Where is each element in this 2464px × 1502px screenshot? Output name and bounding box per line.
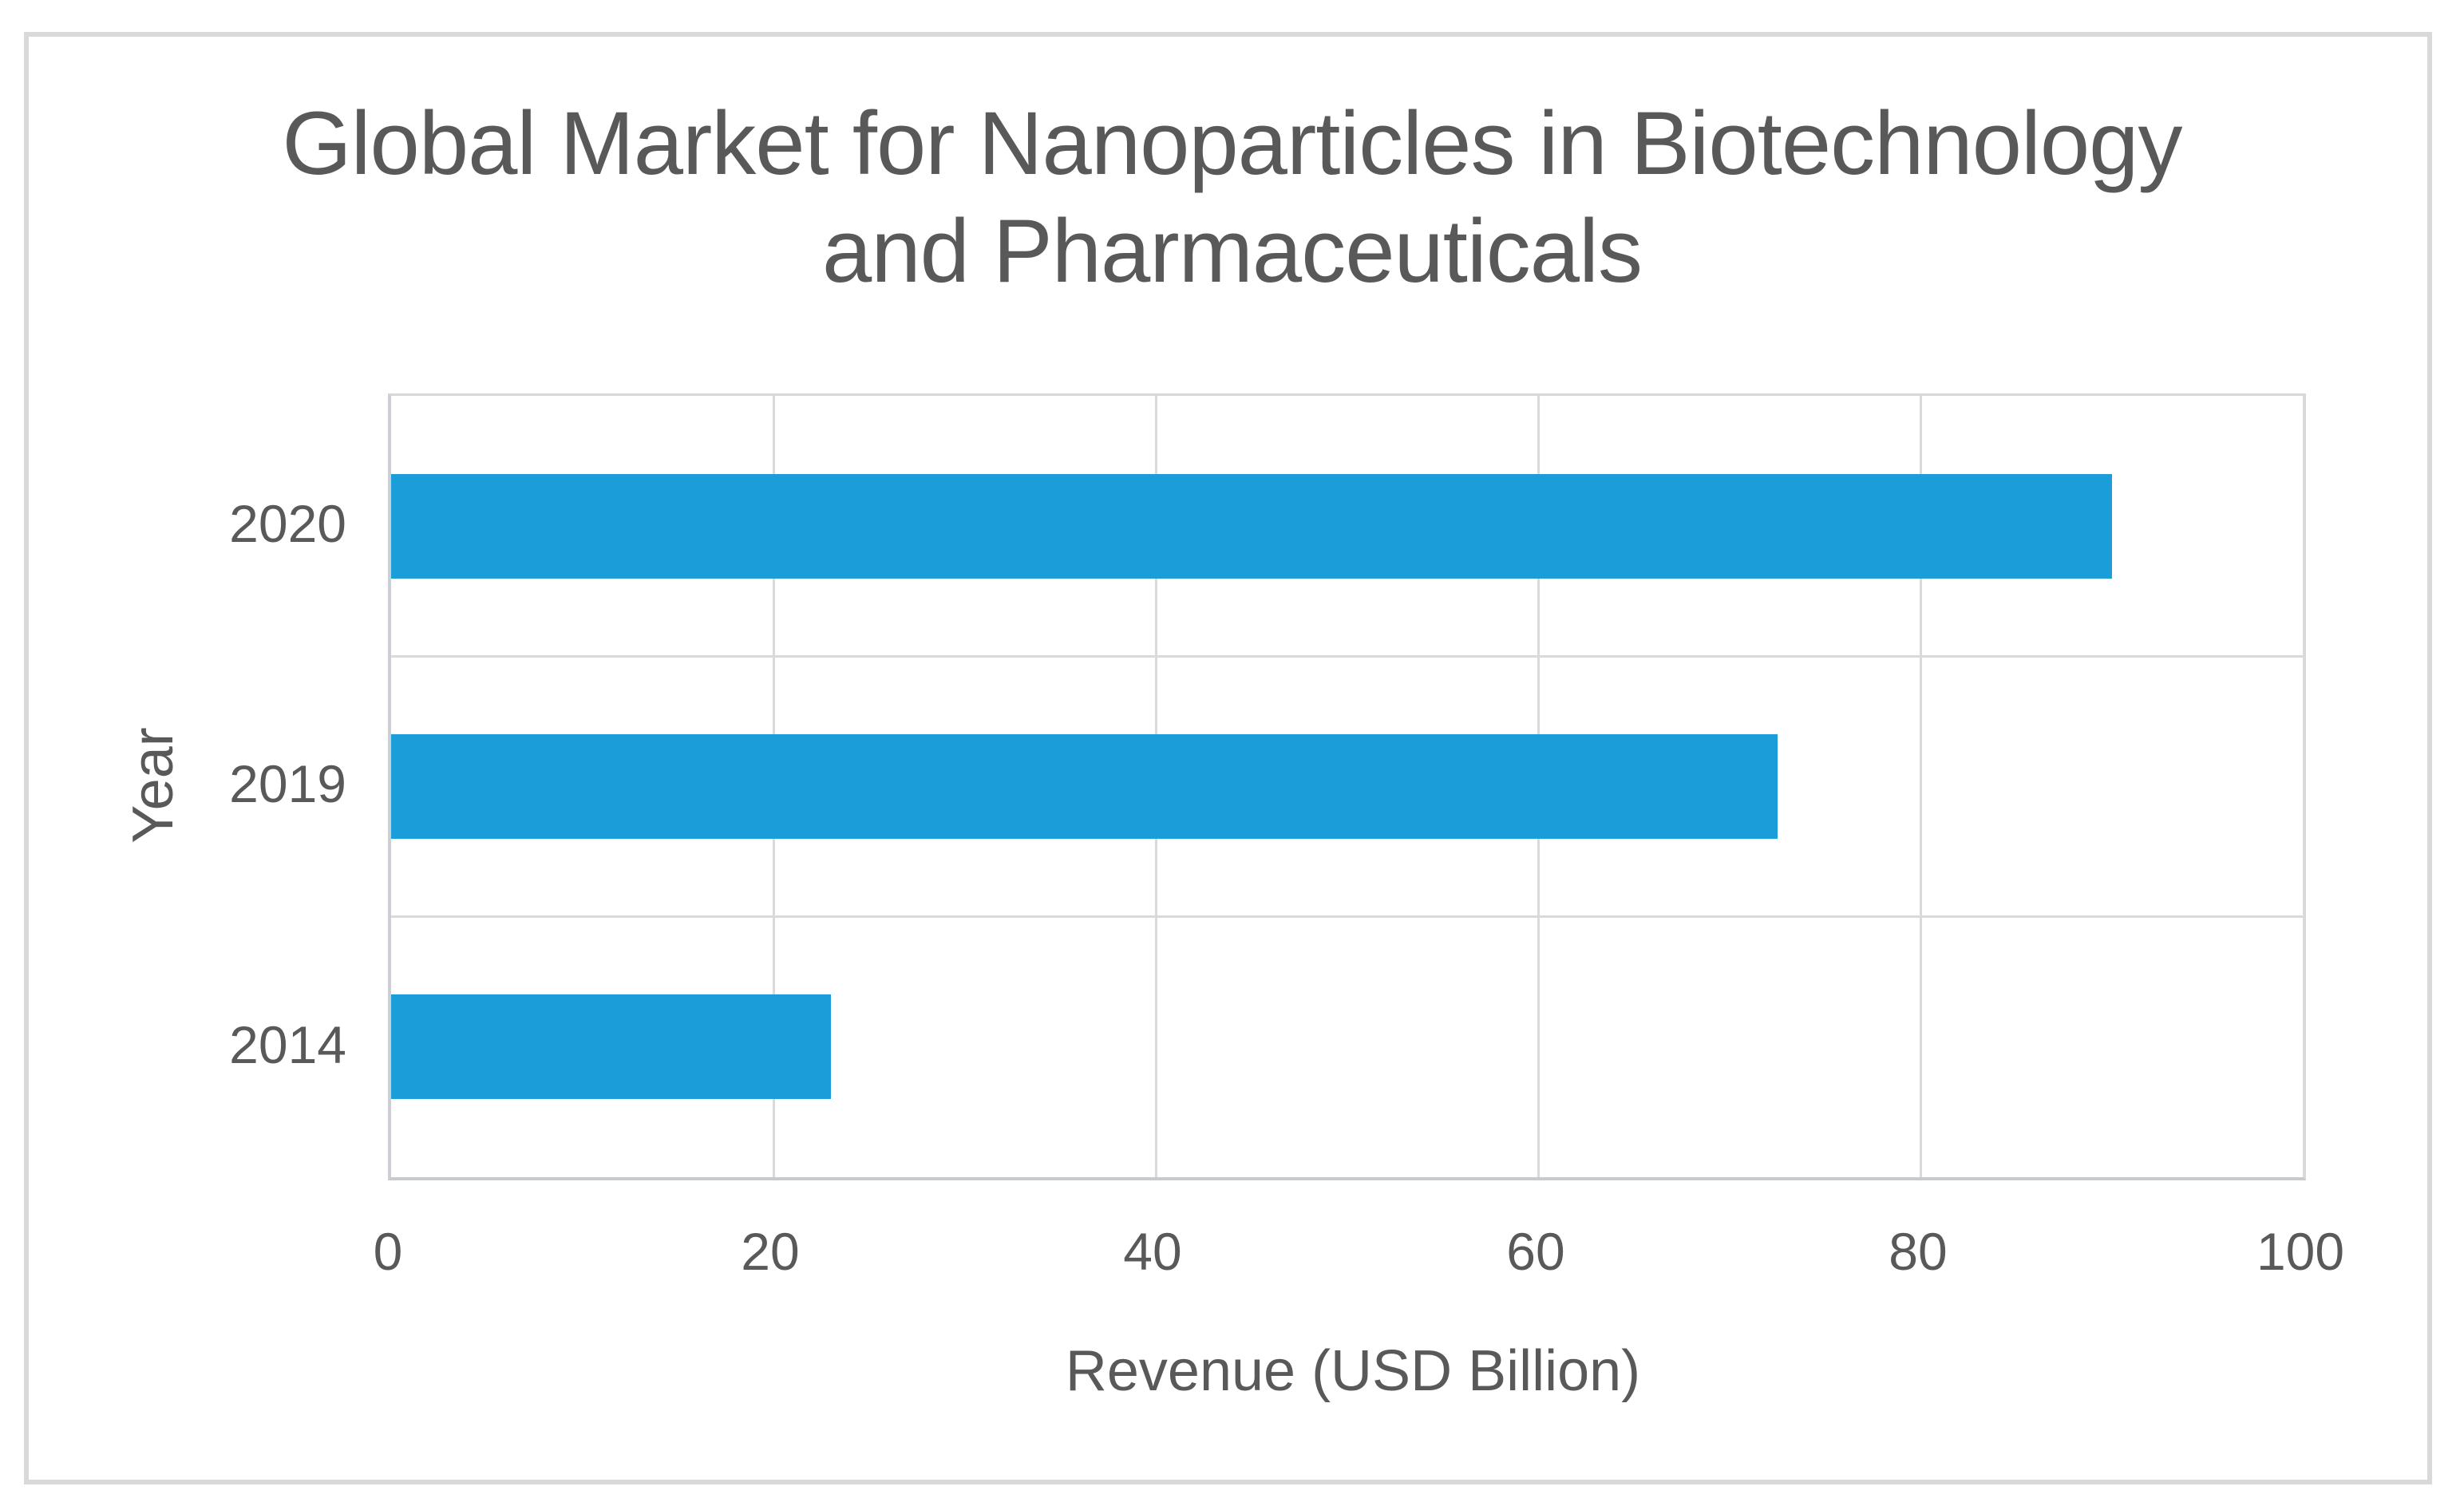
bar-2020 (391, 474, 2112, 579)
chart-title: Global Market for Nanoparticles in Biote… (0, 89, 2464, 305)
chart-title-line-1: Global Market for Nanoparticles in Biote… (282, 93, 2183, 193)
bar-2014 (391, 994, 831, 1099)
x-tick-label-100: 100 (2256, 1222, 2345, 1281)
chart-title-line-2: and Pharmaceuticals (822, 201, 1643, 301)
x-tick-label-80: 80 (1889, 1222, 1948, 1281)
gridline-x-100 (2302, 396, 2305, 1177)
x-tick-label-0: 0 (373, 1222, 403, 1281)
plot-area (388, 393, 2306, 1180)
y-tick-label-2014: 2014 (229, 1015, 346, 1074)
chart-outer-border (24, 32, 2432, 1484)
x-tick-label-20: 20 (741, 1222, 800, 1281)
gridline-row-separator (391, 654, 2304, 658)
gridline-row-separator (391, 915, 2304, 919)
bar-2019 (391, 734, 1778, 839)
x-tick-label-60: 60 (1506, 1222, 1565, 1281)
x-axis-title: Revenue (USD Billion) (1065, 1339, 1641, 1403)
x-tick-label-40: 40 (1123, 1222, 1182, 1281)
y-axis-title-text: Year (121, 727, 185, 844)
gridline-x-80 (1920, 396, 1923, 1177)
y-tick-label-2020: 2020 (229, 494, 346, 553)
y-tick-label-2019: 2019 (229, 754, 346, 813)
